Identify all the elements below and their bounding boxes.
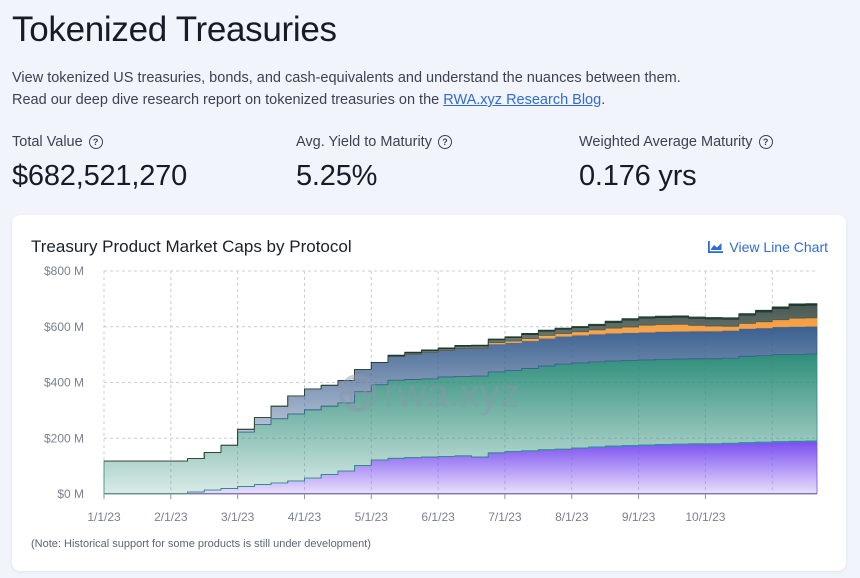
chart-note: (Note: Historical support for some produ…: [31, 538, 371, 550]
chart-title: Treasury Product Market Caps by Protocol: [31, 237, 352, 256]
metric-label-total-value: Total Value: [12, 134, 83, 150]
metric-label-weighted-maturity: Weighted Average Maturity: [579, 134, 753, 150]
x-tick-label: 1/1/23: [87, 510, 121, 524]
x-tick-label: 5/1/23: [355, 510, 389, 524]
line-chart-icon: [708, 241, 724, 253]
help-icon[interactable]: ?: [758, 135, 773, 149]
y-tick-label: $400 M: [44, 376, 84, 390]
x-tick-label: 7/1/23: [488, 510, 522, 524]
x-tick-label: 3/1/23: [221, 510, 255, 524]
x-tick-label: 10/1/23: [685, 510, 725, 524]
metric-value-total-value: $682,521,270: [12, 160, 187, 192]
description-line-2-suffix: .: [601, 92, 606, 108]
view-line-chart-button[interactable]: View Line Chart: [708, 239, 828, 255]
page-description: View tokenized US treasuries, bonds, and…: [12, 67, 681, 111]
x-tick-label: 8/1/23: [555, 510, 589, 524]
series-area: [103, 303, 818, 462]
research-blog-link[interactable]: RWA.xyz Research Blog: [443, 92, 602, 108]
x-tick-label: 4/1/23: [288, 510, 322, 524]
help-icon[interactable]: ?: [437, 135, 452, 149]
metric-total-value: Total Value ? $682,521,270: [12, 134, 187, 193]
metric-value-weighted-maturity: 0.176 yrs: [579, 160, 697, 192]
view-line-chart-label: View Line Chart: [729, 239, 828, 255]
y-tick-label: $600 M: [44, 320, 84, 334]
x-tick-label: 2/1/23: [154, 510, 188, 524]
watermark-globe-icon: [339, 374, 377, 412]
y-tick-label: $200 M: [44, 431, 84, 445]
watermark-text: rwa.xyz: [384, 372, 520, 416]
page-title: Tokenized Treasuries: [12, 10, 337, 49]
metric-label-avg-yield: Avg. Yield to Maturity: [296, 134, 432, 150]
market-cap-chart: $0 M $200 M $400 M $600 M $800 M 1/1/23 2/1/23…: [44, 264, 818, 524]
x-tick-label: 6/1/23: [421, 510, 455, 524]
chart-card: $0 M $200 M $400 M $600 M $800 M 1/1/23 2/1/23…: [12, 215, 846, 571]
description-line-2-prefix: Read our deep dive research report on to…: [12, 92, 444, 108]
description-line-1: View tokenized US treasuries, bonds, and…: [12, 70, 681, 86]
y-tick-label: $0 M: [57, 487, 84, 501]
metric-avg-yield: Avg. Yield to Maturity ? 5.25%: [296, 134, 452, 193]
metric-weighted-maturity: Weighted Average Maturity ? 0.176 yrs: [579, 134, 773, 193]
y-tick-label: $800 M: [44, 264, 84, 278]
x-tick-label: 9/1/23: [622, 510, 656, 524]
watermark-globe-meridian: [349, 374, 367, 412]
help-icon[interactable]: ?: [88, 135, 103, 149]
metric-value-avg-yield: 5.25%: [296, 160, 378, 192]
